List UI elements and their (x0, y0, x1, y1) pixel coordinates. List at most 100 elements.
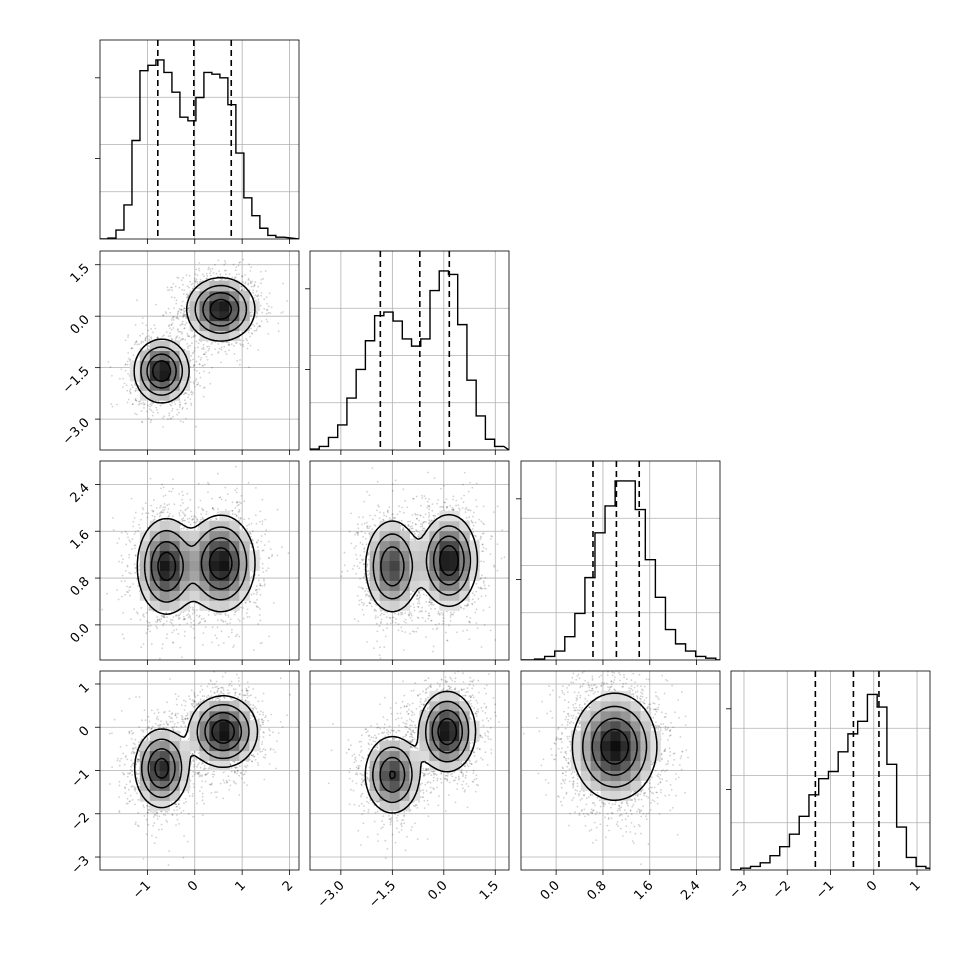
histogram-panel-0 (100, 40, 299, 239)
scatter-point (184, 399, 186, 401)
scatter-point (248, 263, 250, 265)
scatter-point (228, 344, 230, 346)
scatter-point (237, 505, 239, 507)
scatter-point (172, 408, 174, 410)
scatter-point (256, 323, 258, 325)
scatter-point (270, 548, 272, 550)
scatter-point (194, 386, 196, 388)
scatter-point (183, 616, 185, 618)
scatter-point (266, 296, 268, 298)
scatter-point (147, 330, 149, 332)
scatter-point (246, 528, 248, 530)
scatter-point (178, 310, 180, 312)
scatter-points (108, 242, 289, 428)
scatter-point (142, 341, 144, 343)
scatter-point (111, 403, 113, 405)
scatter-point (132, 526, 134, 528)
scatter-point (127, 402, 129, 404)
scatter-point (133, 354, 135, 356)
scatter-point (128, 557, 130, 559)
scatter-point (288, 552, 290, 554)
scatter-point (132, 386, 134, 388)
scatter-point (235, 276, 237, 278)
scatter-point (185, 392, 187, 394)
scatter-point (135, 555, 137, 557)
scatter-point (182, 520, 184, 522)
scatter-point (191, 516, 193, 518)
scatter-point (161, 511, 163, 513)
scatter-point (258, 580, 260, 582)
scatter-point (199, 363, 201, 365)
scatter-point (121, 562, 123, 564)
scatter-point (131, 548, 133, 550)
scatter-point (168, 415, 170, 417)
scatter-point (243, 518, 245, 520)
scatter-point (134, 572, 136, 574)
scatter-point (167, 508, 169, 510)
scatter-point (227, 493, 229, 495)
scatter-point (235, 507, 237, 509)
scatter-point (251, 281, 253, 283)
scatter-point (181, 408, 183, 410)
scatter-point (194, 350, 196, 352)
scatter-point (143, 613, 145, 615)
scatter-point (218, 644, 220, 646)
scatter-point (216, 273, 218, 275)
scatter-point (161, 484, 163, 486)
scatter-point (176, 300, 178, 302)
scatter-point (147, 405, 149, 407)
scatter-point (204, 387, 206, 389)
scatter-point (219, 613, 221, 615)
scatter-point (269, 312, 271, 314)
scatter-point (191, 391, 193, 393)
scatter-point (171, 410, 173, 412)
scatter-point (148, 349, 150, 351)
scatter-point (221, 349, 223, 351)
scatter-point (264, 544, 266, 546)
scatter-point (190, 381, 192, 383)
scatter-point (162, 417, 164, 419)
scatter-point (168, 335, 170, 337)
scatter-point (125, 544, 127, 546)
scatter-point (150, 419, 152, 421)
scatter-point (190, 403, 192, 405)
scatter-point (139, 403, 141, 405)
scatter-point (193, 286, 195, 288)
scatter-point (163, 334, 165, 336)
scatter-point (134, 384, 136, 386)
scatter-point (253, 602, 255, 604)
scatter-point (225, 262, 227, 264)
scatter-point (203, 353, 205, 355)
scatter-point (235, 466, 237, 468)
scatter-point (202, 644, 204, 646)
scatter-point (256, 599, 258, 601)
density-cell (190, 291, 200, 301)
scatter-point (220, 613, 222, 615)
scatter-point (188, 617, 190, 619)
scatter-point (214, 348, 216, 350)
scatter-point (256, 585, 258, 587)
scatter-point (160, 405, 162, 407)
scatter-point (265, 270, 267, 272)
histogram-step-0 (100, 60, 299, 239)
scatter-point (175, 614, 177, 616)
scatter-point (213, 272, 215, 274)
scatter-point (161, 618, 163, 620)
scatter-point (203, 371, 205, 373)
scatter-point (197, 384, 199, 386)
scatter-point (227, 279, 229, 281)
scatter-point (163, 616, 165, 618)
scatter-point (195, 426, 197, 428)
scatter-point (216, 637, 218, 639)
scatter-point (236, 342, 238, 344)
scatter-point (183, 328, 185, 330)
scatter-point (135, 341, 137, 343)
scatter-point (266, 303, 268, 305)
scatter-point (281, 546, 283, 548)
scatter-point (206, 513, 208, 515)
scatter-point (101, 609, 103, 611)
scatter-point (268, 312, 270, 314)
scatter-point (228, 616, 230, 618)
scatter-point (257, 540, 259, 542)
scatter-point (142, 513, 144, 515)
